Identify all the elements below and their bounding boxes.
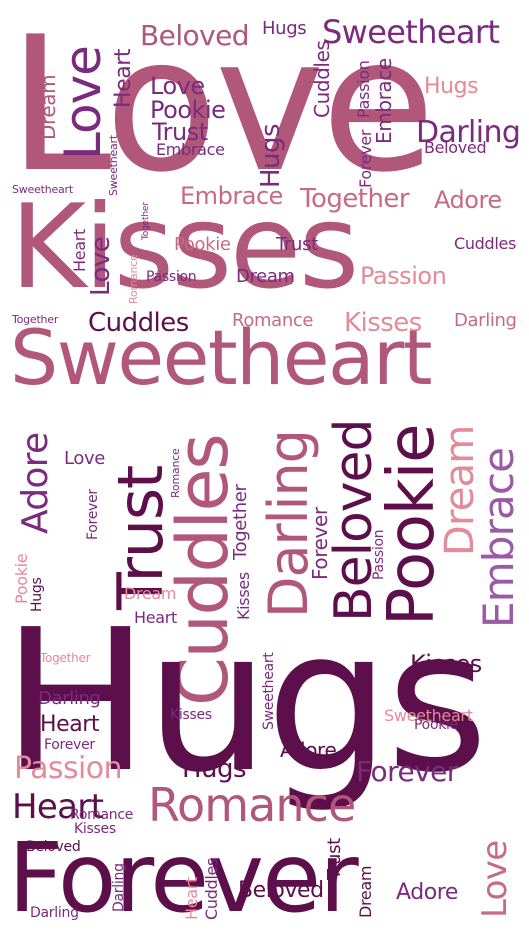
word-embrace: Embrace <box>180 182 283 210</box>
word-sweetheart: Sweetheart <box>10 313 433 402</box>
word-kisses: Kisses <box>344 308 422 338</box>
word-pookie: Pookie <box>174 234 231 255</box>
word-heart: Heart <box>111 48 136 108</box>
word-embrace: Embrace <box>474 447 523 628</box>
word-adore: Adore <box>396 880 458 905</box>
word-kisses: Kisses <box>74 821 116 837</box>
word-forever: Forever <box>8 822 359 934</box>
word-passion: Passion <box>14 751 122 786</box>
word-dream: Dream <box>356 865 375 918</box>
word-together: Together <box>12 313 59 326</box>
word-kisses: Kisses <box>10 180 359 315</box>
word-dream: Dream <box>36 74 60 140</box>
word-romance: Romance <box>169 448 182 498</box>
word-beloved: Beloved <box>238 878 324 903</box>
word-passion: Passion <box>360 262 447 290</box>
word-darling: Darling <box>30 905 79 921</box>
word-sweetheart: Sweetheart <box>12 183 73 196</box>
word-together: Together <box>230 484 251 560</box>
word-embrace: Embrace <box>372 58 396 144</box>
word-together: Together <box>141 202 151 240</box>
word-romance: Romance <box>70 807 134 823</box>
word-beloved: Beloved <box>140 19 250 52</box>
word-forever: Forever <box>308 507 332 580</box>
word-hugs: Hugs <box>256 124 286 188</box>
word-forever: Forever <box>85 489 101 540</box>
word-hugs: Hugs <box>29 577 45 612</box>
word-hugs: Hugs <box>262 18 307 39</box>
word-love: Love <box>475 840 515 918</box>
word-love: Love <box>8 0 436 213</box>
word-embrace: Embrace <box>156 140 225 159</box>
word-love: Love <box>86 236 116 296</box>
word-together: Together <box>300 184 410 214</box>
word-cuddles: Cuddles <box>310 40 334 118</box>
word-pookie: Pookie <box>414 717 459 733</box>
word-romance: Romance <box>127 254 140 304</box>
word-adore: Adore <box>280 738 337 762</box>
word-romance: Romance <box>232 310 314 331</box>
word-heart: Heart <box>12 787 104 827</box>
word-darling: Darling <box>454 310 517 331</box>
word-sweetheart: Sweetheart <box>384 706 473 725</box>
word-hugs: Hugs <box>182 754 247 784</box>
word-beloved: Beloved <box>26 839 81 855</box>
word-darling: Darling <box>111 863 127 912</box>
word-adore: Adore <box>15 432 56 534</box>
word-beloved: Beloved <box>424 138 487 157</box>
word-kisses: Kisses <box>410 650 482 678</box>
word-trust: Trust <box>152 118 208 146</box>
word-trust: Trust <box>324 838 345 880</box>
word-pookie: Pookie <box>150 96 226 124</box>
word-love: Love <box>64 448 106 469</box>
word-sweetheart: Sweetheart <box>261 652 277 730</box>
word-heart: Heart <box>134 608 177 627</box>
word-hugs: Hugs <box>424 74 479 99</box>
word-dream: Dream <box>124 584 177 603</box>
word-love: Love <box>54 46 112 160</box>
word-passion: Passion <box>371 529 387 580</box>
word-dream: Dream <box>236 266 295 287</box>
word-kisses: Kisses <box>170 707 212 723</box>
word-adore: Adore <box>434 186 502 214</box>
word-heart: Heart <box>182 877 201 920</box>
word-cuddles: Cuddles <box>454 234 517 253</box>
word-sweetheart: Sweetheart <box>107 135 120 196</box>
word-trust: Trust <box>276 234 318 255</box>
word-forever: Forever <box>356 755 458 788</box>
word-romance: Romance <box>148 778 356 832</box>
word-forever: Forever <box>44 737 95 753</box>
word-sweetheart: Sweetheart <box>322 13 500 51</box>
word-forever: Forever <box>356 129 375 188</box>
word-together: Together <box>40 651 91 665</box>
word-passion: Passion <box>354 60 373 118</box>
word-cuddles: Cuddles <box>88 308 189 338</box>
word-heart: Heart <box>40 712 100 737</box>
word-darling: Darling <box>38 688 101 709</box>
word-cuddles: Cuddles <box>202 857 221 920</box>
word-hugs: Hugs <box>2 588 488 816</box>
word-darling: Darling <box>416 115 521 150</box>
word-passion: Passion <box>146 269 197 285</box>
word-love: Love <box>150 72 205 100</box>
